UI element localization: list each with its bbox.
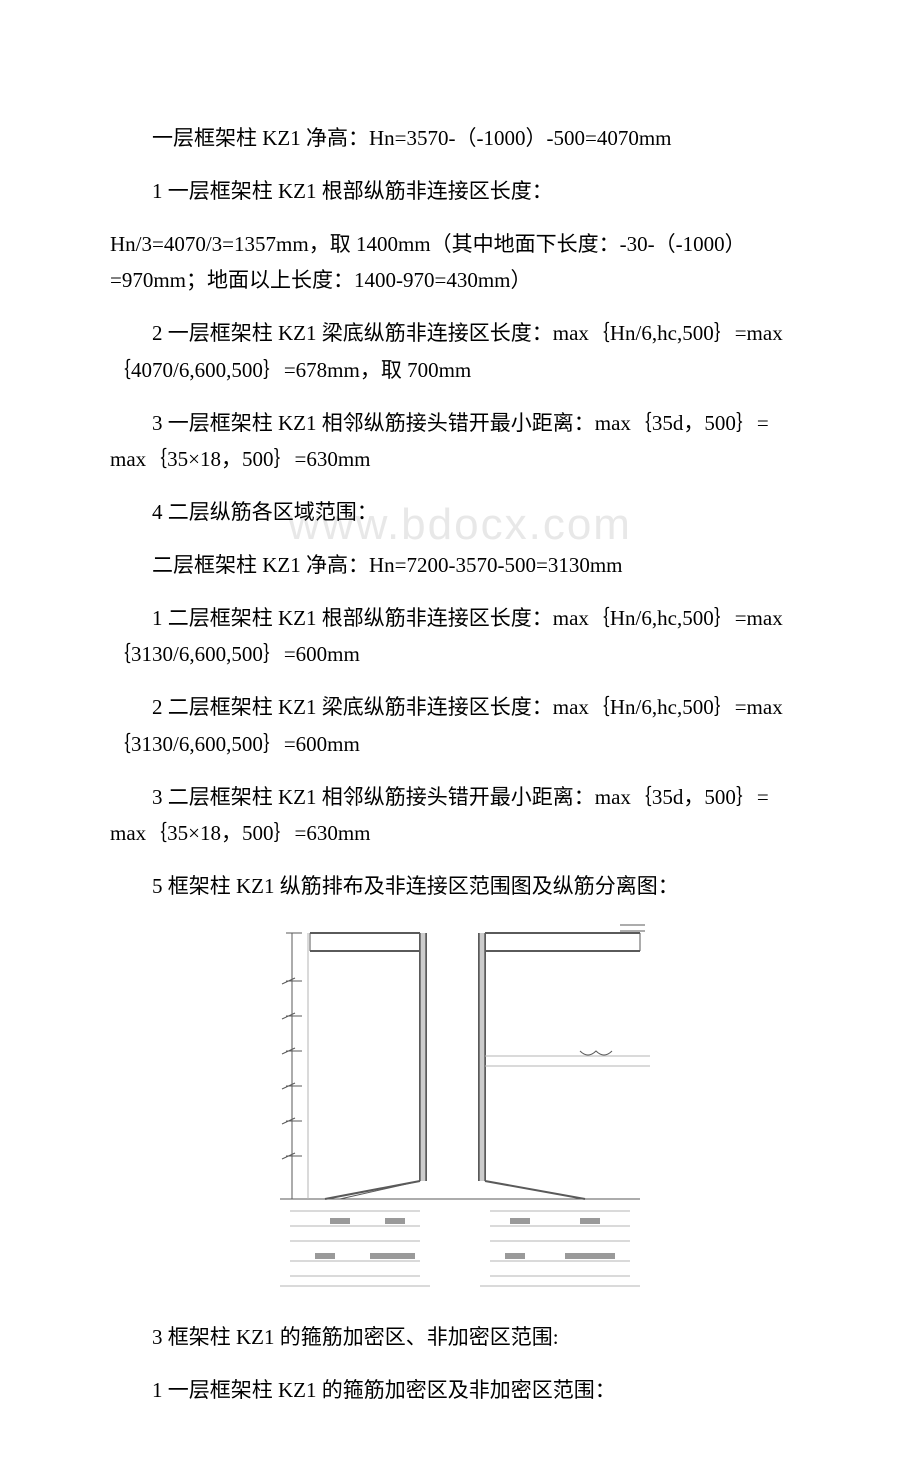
paragraph-3: 2 一层框架柱 KZ1 梁底纵筋非连接区长度：max｛Hn/6,hc,500｝=… [110,315,810,389]
paragraph-11: 3 框架柱 KZ1 的箍筋加密区、非加密区范围: [110,1319,810,1356]
paragraph-2b: Hn/3=4070/3=1357mm，取 1400mm（其中地面下长度：-30-… [110,226,810,300]
document-content: 一层框架柱 KZ1 净高：Hn=3570-（-1000）-500=4070mm … [110,120,810,1408]
paragraph-7: 1 二层框架柱 KZ1 根部纵筋非连接区长度：max｛Hn/6,hc,500｝=… [110,600,810,674]
paragraph-2a: 1 一层框架柱 KZ1 根部纵筋非连接区长度： [110,173,810,210]
paragraph-8: 2 二层框架柱 KZ1 梁底纵筋非连接区长度：max｛Hn/6,hc,500｝=… [110,689,810,763]
paragraph-4: 3 一层框架柱 KZ1 相邻纵筋接头错开最小距离：max｛35d，500｝= m… [110,405,810,479]
column-diagram [220,921,700,1301]
paragraph-10: 5 框架柱 KZ1 纵筋排布及非连接区范围图及纵筋分离图： [110,868,810,905]
paragraph-5: 4 二层纵筋各区域范围： [110,494,810,531]
paragraph-9: 3 二层框架柱 KZ1 相邻纵筋接头错开最小距离：max｛35d，500｝= m… [110,779,810,853]
paragraph-6: 二层框架柱 KZ1 净高：Hn=7200-3570-500=3130mm [110,547,810,584]
paragraph-12: 1 一层框架柱 KZ1 的箍筋加密区及非加密区范围： [110,1372,810,1409]
paragraph-1: 一层框架柱 KZ1 净高：Hn=3570-（-1000）-500=4070mm [110,120,810,157]
